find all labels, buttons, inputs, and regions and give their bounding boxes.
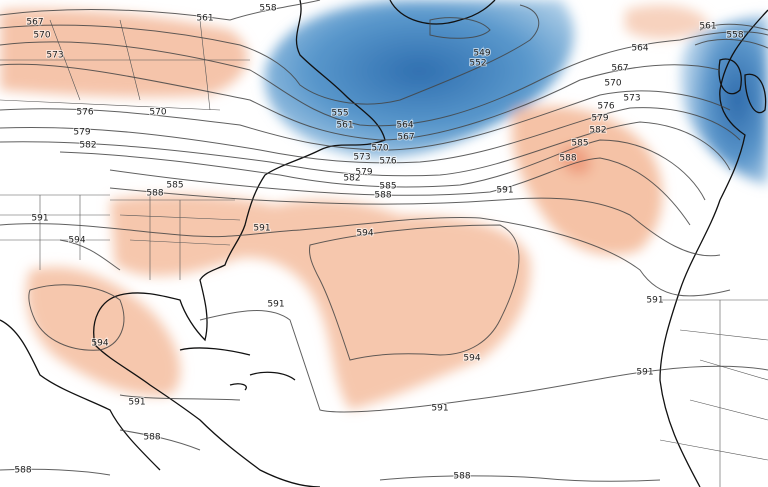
- contour-label: 588: [374, 191, 391, 201]
- contour-label: 591: [31, 214, 48, 224]
- contour-label: 573: [46, 51, 63, 61]
- contour-label: 582: [589, 126, 606, 136]
- contour-label: 588: [143, 433, 160, 443]
- contour-label: 588: [559, 154, 576, 164]
- contour-label: 591: [267, 300, 284, 310]
- contour-label: 579: [73, 128, 90, 138]
- contour-label: 576: [379, 157, 396, 167]
- contour-label: 570: [33, 31, 50, 41]
- contour-label: 594: [68, 236, 85, 246]
- contour-label: 591: [128, 398, 145, 408]
- contour-label: 561: [196, 14, 213, 24]
- contour-label: 576: [597, 102, 614, 112]
- contour-label: 576: [76, 108, 93, 118]
- contour-label: 588: [453, 472, 470, 482]
- contour-label: 588: [14, 466, 31, 476]
- contour-label: 591: [496, 186, 513, 196]
- contour-label: 567: [397, 133, 414, 143]
- contour-label: 570: [604, 79, 621, 89]
- contour-label: 579: [591, 114, 608, 124]
- contour-label: 561: [336, 121, 353, 131]
- contour-label: 564: [396, 121, 413, 131]
- contour-label: 555: [331, 109, 348, 119]
- contour-label: 567: [611, 64, 628, 74]
- contour-label: 591: [636, 368, 653, 378]
- contour-label: 573: [623, 94, 640, 104]
- contour-label: 585: [571, 139, 588, 149]
- anomaly-shading: [0, 0, 768, 410]
- contour-label: 591: [253, 224, 270, 234]
- contour-label: 594: [463, 354, 480, 364]
- contour-label: 570: [149, 108, 166, 118]
- contour-label: 570: [371, 144, 388, 154]
- contour-label: 582: [343, 174, 360, 184]
- contour-label: 579: [355, 168, 372, 178]
- contour-label: 558: [259, 4, 276, 14]
- contour-label: 582: [79, 141, 96, 151]
- contour-label: 561: [699, 22, 716, 32]
- contour-label: 594: [91, 339, 108, 349]
- contour-label: 549: [473, 49, 490, 59]
- borders: [0, 19, 768, 487]
- contour-label: 585: [379, 182, 396, 192]
- contour-label: 564: [631, 44, 648, 54]
- contour-label: 585: [166, 181, 183, 191]
- contour-label: 588: [146, 189, 163, 199]
- contour-label: 567: [26, 18, 43, 28]
- contour-label: 573: [353, 153, 370, 163]
- contour-label: 594: [356, 229, 373, 239]
- contour-label: 558: [726, 31, 743, 41]
- contour-labels: 561 558 567 570 573 576 570 579 582 585 …: [13, 3, 744, 483]
- contour-label: 552: [469, 59, 486, 69]
- contour-label: 591: [431, 404, 448, 414]
- contour-label: 591: [646, 296, 663, 306]
